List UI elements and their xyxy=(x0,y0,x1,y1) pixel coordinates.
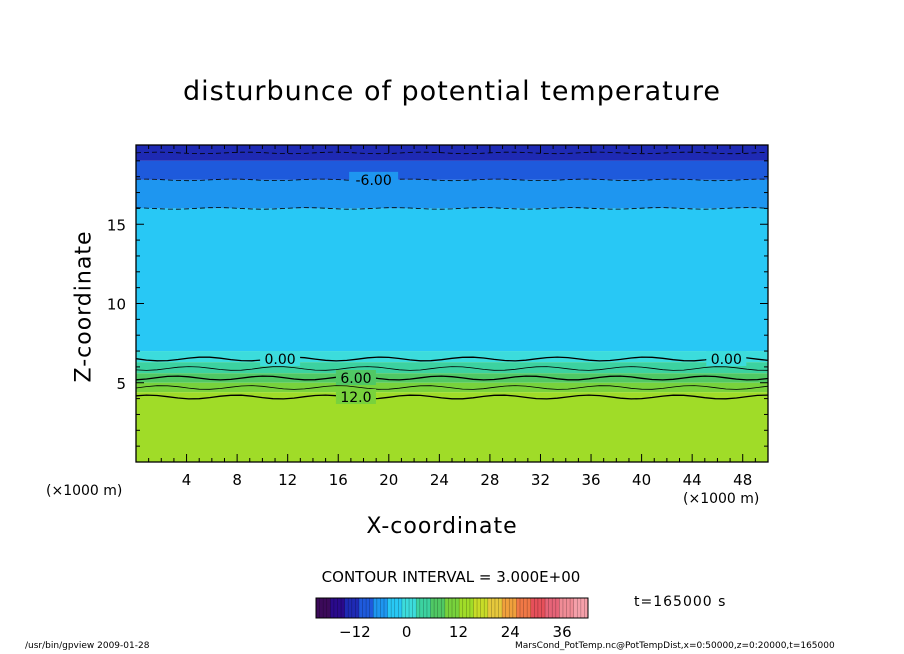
field-band xyxy=(136,351,768,363)
contour-interval-label: CONTOUR INTERVAL = 3.000E+00 xyxy=(321,568,581,586)
y-tick-label: 15 xyxy=(107,216,126,234)
x-tick-label: 28 xyxy=(480,471,499,489)
colorbar-swatch xyxy=(573,598,589,618)
colorbar-swatch xyxy=(416,598,432,618)
colorbar-swatch xyxy=(559,598,575,618)
colorbar-swatch xyxy=(387,598,403,618)
x-tick-label: 16 xyxy=(329,471,348,489)
colorbar-swatch xyxy=(459,598,474,618)
contour-label-bg xyxy=(349,171,399,187)
colorbar-swatch xyxy=(502,598,517,618)
colorbar-swatch xyxy=(545,598,560,618)
x-tick-label: 40 xyxy=(632,471,651,489)
x-tick-label: 44 xyxy=(683,471,702,489)
x-axis-title: X-coordinate xyxy=(366,514,518,539)
footer-right-text: MarsCond_PotTemp.nc@PotTempDist,x=0:5000… xyxy=(515,641,835,651)
x-tick-label: 48 xyxy=(733,471,752,489)
colorbar-swatch xyxy=(330,598,346,618)
contour-label-bg xyxy=(260,350,301,366)
x-unit-label-right: (×1000 m) xyxy=(683,491,760,507)
field-band xyxy=(136,208,768,352)
y-tick-label: 10 xyxy=(107,296,126,314)
colorbar-swatch xyxy=(401,598,417,618)
contour-line xyxy=(135,375,769,381)
field-band xyxy=(136,392,768,462)
x-unit-label-left: (×1000 m) xyxy=(46,483,123,499)
contour-label: 12.0 xyxy=(340,390,371,406)
contour-line xyxy=(135,207,769,210)
contour-label: 0.00 xyxy=(711,352,742,368)
contour-line xyxy=(135,178,769,182)
contour-label-bg xyxy=(335,389,376,405)
contour-line xyxy=(135,356,769,362)
colorbar-tick-label: 24 xyxy=(501,623,520,641)
colorbar-swatch xyxy=(344,598,360,618)
colorbar-tick-label: 12 xyxy=(449,623,468,641)
x-tick-label: 8 xyxy=(232,471,242,489)
colorbar-swatch xyxy=(444,598,460,618)
field-band xyxy=(136,179,768,209)
contour-label-bg xyxy=(335,369,376,385)
colorbar-swatch xyxy=(373,598,389,618)
field-band xyxy=(136,160,768,180)
x-tick-label: 20 xyxy=(379,471,398,489)
colorbar-swatch xyxy=(316,598,331,618)
colorbar-tick-label: −12 xyxy=(339,623,371,641)
chart-title: disturbunce of potential temperature xyxy=(183,76,721,107)
x-tick-label: 24 xyxy=(430,471,449,489)
colorbar-frame xyxy=(315,597,589,619)
colorbar-swatch xyxy=(430,598,446,618)
contour-line xyxy=(135,394,769,400)
colorbar-tick-label: 36 xyxy=(553,623,572,641)
contour-line xyxy=(135,366,769,371)
colorbar-swatch xyxy=(487,598,503,618)
footer-left-text: /usr/bin/gpview 2009-01-28 xyxy=(25,641,150,651)
colorbar-swatch xyxy=(473,598,489,618)
x-tick-label: 12 xyxy=(278,471,297,489)
colorbar-swatch xyxy=(530,598,546,618)
y-axis-title: Z-coordinate xyxy=(71,230,97,383)
colorbar-swatch xyxy=(516,598,532,618)
contour-line xyxy=(135,385,769,390)
contour-label-bg xyxy=(706,350,747,366)
contour-label: 6.00 xyxy=(340,371,371,387)
x-tick-label: 36 xyxy=(581,471,600,489)
colorbar-tick-label: 0 xyxy=(402,623,412,641)
field-band xyxy=(136,362,768,374)
x-tick-label: 32 xyxy=(531,471,550,489)
contour-line xyxy=(135,151,769,155)
contour-label: -6.00 xyxy=(356,173,392,189)
y-tick-label: 5 xyxy=(116,375,126,393)
colorbar-swatch xyxy=(358,598,374,618)
x-tick-label: 4 xyxy=(182,471,192,489)
contour-label: 0.00 xyxy=(265,352,296,368)
field-band xyxy=(136,373,768,383)
time-label: t=165000 s xyxy=(634,594,727,610)
